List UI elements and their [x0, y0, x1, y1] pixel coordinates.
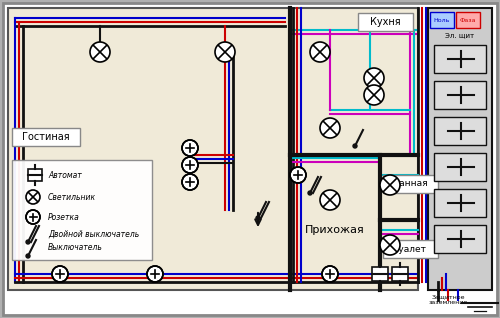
Text: Автомат: Автомат — [48, 170, 82, 179]
Text: Розетка: Розетка — [48, 212, 80, 222]
Circle shape — [147, 266, 163, 282]
Circle shape — [26, 210, 40, 224]
Text: Туалет: Туалет — [394, 245, 426, 253]
Circle shape — [308, 191, 312, 195]
Bar — [383, 240, 438, 258]
Bar — [428, 8, 492, 290]
Bar — [434, 225, 486, 253]
Circle shape — [52, 266, 68, 282]
Text: Ванная: Ванная — [392, 179, 428, 189]
Bar — [12, 128, 80, 146]
Bar — [456, 12, 480, 28]
Bar — [434, 153, 486, 181]
Circle shape — [364, 68, 384, 88]
Circle shape — [182, 157, 198, 173]
Circle shape — [90, 42, 110, 62]
Circle shape — [380, 175, 400, 195]
Circle shape — [320, 118, 340, 138]
Text: Эл. щит: Эл. щит — [446, 32, 474, 38]
Circle shape — [310, 42, 330, 62]
Circle shape — [215, 42, 235, 62]
Bar — [392, 267, 408, 281]
Bar — [434, 117, 486, 145]
Text: Защитное
заземление: Защитное заземление — [428, 294, 468, 305]
Bar — [358, 13, 413, 31]
Circle shape — [353, 144, 357, 148]
Circle shape — [26, 254, 30, 258]
Text: Светильник: Светильник — [48, 192, 96, 202]
Bar — [434, 189, 486, 217]
Circle shape — [290, 167, 306, 183]
Text: Фаза: Фаза — [460, 17, 476, 23]
Circle shape — [364, 85, 384, 105]
Bar — [430, 12, 454, 28]
Text: Двойной выключатель: Двойной выключатель — [48, 230, 139, 238]
Circle shape — [182, 174, 198, 190]
Bar — [372, 267, 388, 281]
Text: Гостиная: Гостиная — [22, 132, 70, 142]
Circle shape — [322, 266, 338, 282]
Circle shape — [26, 240, 30, 244]
Circle shape — [256, 216, 260, 220]
Text: Выключатель: Выключатель — [48, 244, 103, 252]
Text: Ноль: Ноль — [434, 17, 450, 23]
Circle shape — [26, 190, 40, 204]
Bar — [383, 175, 438, 193]
Bar — [12, 160, 152, 260]
Bar — [434, 45, 486, 73]
Circle shape — [320, 190, 340, 210]
Circle shape — [182, 140, 198, 156]
Bar — [28, 169, 42, 181]
Bar — [434, 81, 486, 109]
Bar — [8, 8, 418, 290]
Text: Прихожая: Прихожая — [305, 225, 365, 235]
Text: Кухня: Кухня — [370, 17, 400, 27]
Circle shape — [380, 235, 400, 255]
